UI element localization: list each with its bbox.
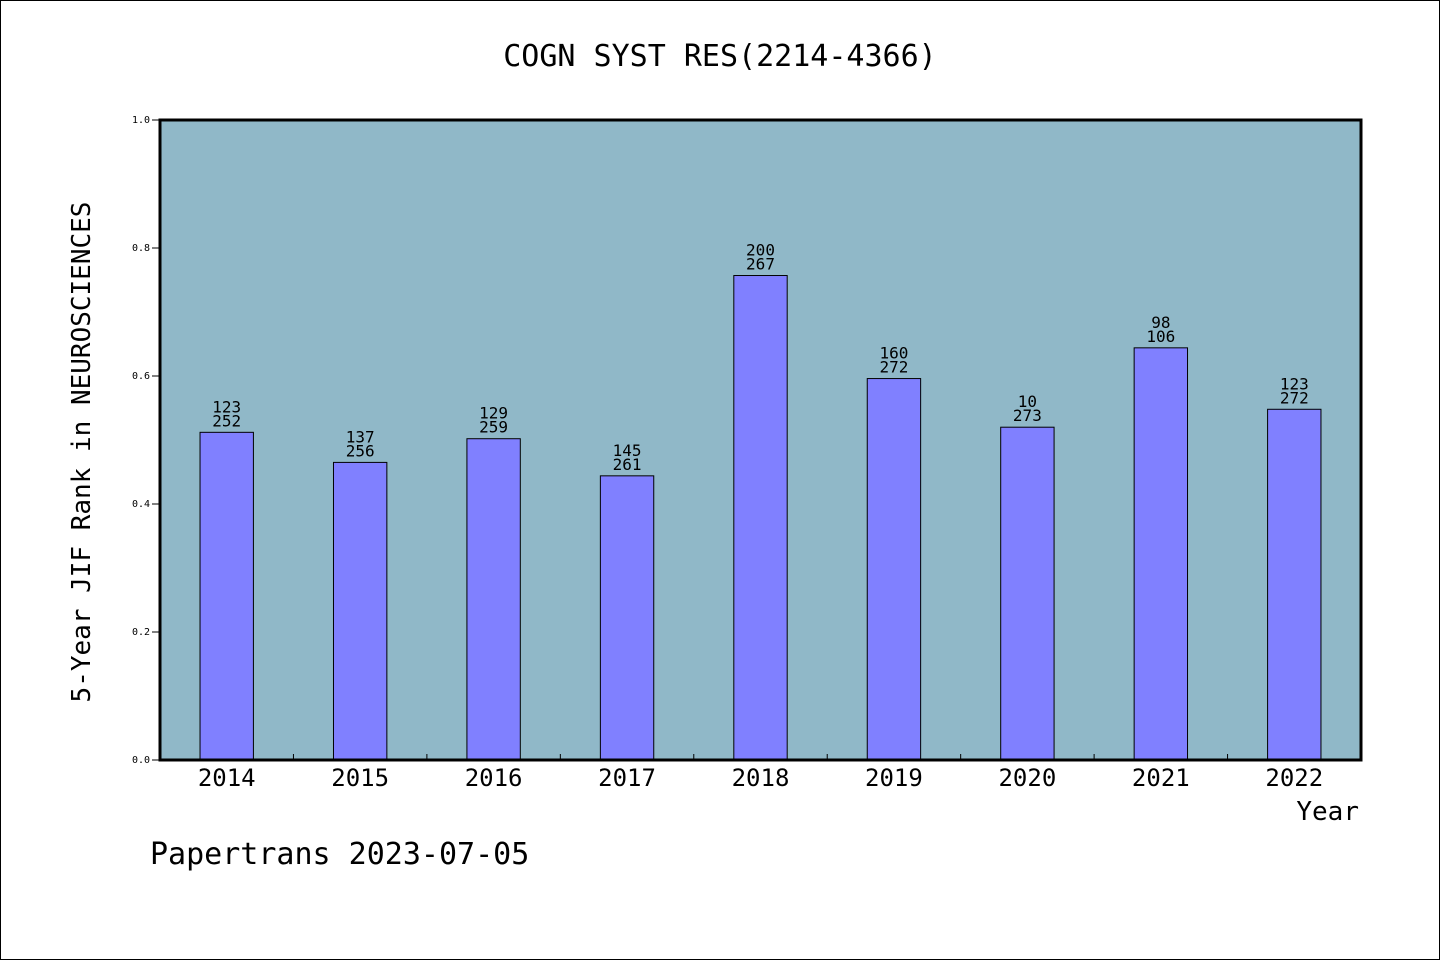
- x-tick-label-2019: 2019: [865, 764, 923, 792]
- bar-2015: [332, 461, 388, 761]
- bar-2017: [599, 475, 655, 761]
- y-tick-label-0.6: 0.6: [132, 371, 150, 382]
- chart-title: COGN SYST RES(2214-4366): [503, 39, 936, 74]
- y-tick-label-0.8: 0.8: [132, 243, 150, 254]
- bar-label-total-2020: 273: [1013, 406, 1042, 425]
- y-axis: 0.0 0.2 0.4 0.6 0.8 1.0: [132, 115, 160, 766]
- bar-2022: [1267, 408, 1322, 761]
- bar-2016: [466, 438, 521, 761]
- x-tick-label-2017: 2017: [598, 764, 656, 792]
- bar-2019: [866, 378, 922, 761]
- bar-label-total-2016: 259: [479, 418, 508, 437]
- bar-label-total-2022: 272: [1280, 388, 1309, 407]
- bar-2020: [1000, 426, 1055, 761]
- y-tick-label-0.2: 0.2: [132, 627, 150, 638]
- bar-label-total-2017: 261: [613, 455, 642, 474]
- x-tick-label-2016: 2016: [465, 764, 523, 792]
- plot-border: [158, 118, 1363, 762]
- x-axis-label: Year: [1296, 797, 1359, 827]
- bar-label-total-2019: 272: [879, 358, 908, 377]
- x-axis: 2014 2015 2016 2017 2018 2019 2020 2021 2022: [198, 754, 1323, 792]
- bar-label-total-2018: 267: [746, 255, 775, 274]
- footer-note: Papertrans 2023-07-05: [150, 837, 529, 872]
- bar-label-rank-2017: 145: [613, 441, 642, 460]
- bar-label-rank-2019: 160: [879, 344, 908, 363]
- bars-group: [199, 275, 1322, 761]
- y-tick-label-0.4: 0.4: [132, 499, 150, 510]
- bar-label-rank-2021: 98: [1151, 313, 1170, 332]
- bar-2018: [733, 275, 788, 761]
- y-tick-label-0.0: 0.0: [132, 755, 150, 766]
- bar-2014: [199, 431, 254, 761]
- bar-2021: [1133, 347, 1189, 761]
- bar-label-rank-2020: 10: [1018, 392, 1037, 411]
- bar-label-rank-2015: 137: [346, 427, 375, 446]
- x-tick-label-2015: 2015: [331, 764, 389, 792]
- bar-label-rank-2014: 123: [212, 397, 241, 416]
- bar-label-total-2014: 252: [212, 411, 241, 430]
- bar-labels-group: 1232521372561292591452612002671602721027…: [212, 241, 1308, 474]
- bar-label-rank-2022: 123: [1280, 374, 1309, 393]
- bar-label-total-2021: 106: [1146, 327, 1175, 346]
- bar-label-rank-2018: 200: [746, 241, 775, 260]
- x-tick-label-2018: 2018: [732, 764, 790, 792]
- x-tick-label-2020: 2020: [998, 764, 1056, 792]
- x-tick-label-2021: 2021: [1132, 764, 1190, 792]
- bar-label-total-2015: 256: [346, 441, 375, 460]
- x-tick-label-2022: 2022: [1265, 764, 1323, 792]
- x-tick-label-2014: 2014: [198, 764, 256, 792]
- y-tick-label-1.0: 1.0: [132, 115, 150, 126]
- bar-label-rank-2016: 129: [479, 404, 508, 423]
- y-axis-label: 5-Year JIF Rank in NEUROSCIENCES: [67, 202, 97, 703]
